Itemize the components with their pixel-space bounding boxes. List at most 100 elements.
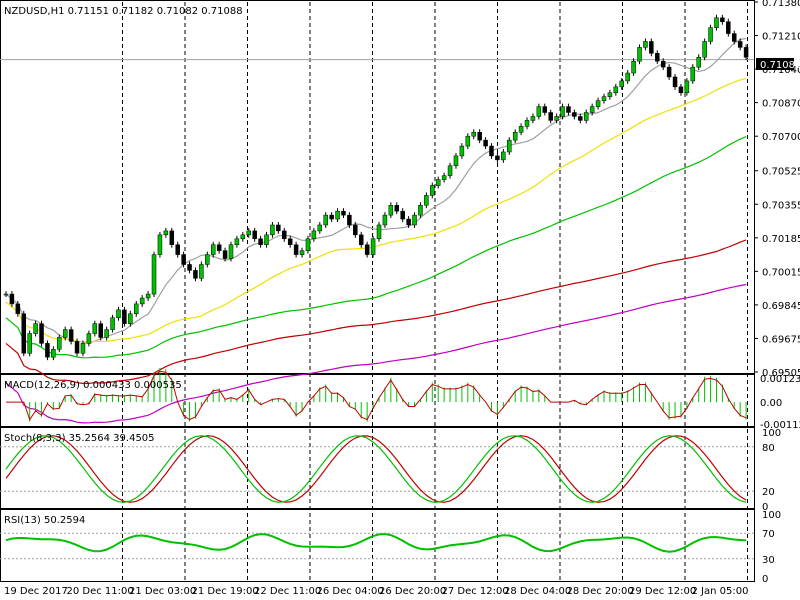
candle-body bbox=[51, 349, 56, 358]
candle-body bbox=[287, 238, 293, 245]
candle-body bbox=[453, 155, 459, 167]
rsi-tick-label: 100 bbox=[762, 510, 781, 521]
candle-body bbox=[104, 329, 109, 338]
price-tick-label: 0.69675 bbox=[762, 334, 800, 345]
current-price-label: 0.71088 bbox=[760, 60, 800, 71]
candle-body bbox=[501, 151, 506, 161]
candle-body bbox=[86, 333, 92, 344]
candle-body bbox=[270, 224, 275, 236]
candle-body bbox=[631, 60, 636, 74]
candle-body bbox=[572, 112, 577, 117]
candle-body bbox=[530, 116, 536, 121]
candle-body bbox=[382, 214, 388, 226]
candle-body bbox=[536, 106, 542, 117]
candle-body bbox=[394, 205, 400, 212]
macd-panel-frame bbox=[0, 374, 755, 427]
price-tick-label: 0.69845 bbox=[762, 301, 800, 312]
price-tick-label: 0.70870 bbox=[762, 99, 800, 110]
candle-body bbox=[471, 131, 476, 137]
candle-body bbox=[465, 135, 471, 147]
moving-average-ma_100 bbox=[5, 136, 747, 359]
candle-body bbox=[222, 250, 228, 259]
candle-body bbox=[666, 66, 672, 78]
candle-body bbox=[672, 76, 678, 88]
rsi-tick-label: 0 bbox=[762, 574, 768, 585]
candle-body bbox=[216, 244, 222, 251]
candle-body bbox=[240, 234, 246, 240]
stoch-tick-label: 80 bbox=[762, 443, 775, 454]
candle-body bbox=[512, 131, 518, 141]
time-tick-label: 26 Dec 04:00 bbox=[317, 586, 384, 597]
price-tick-label: 0.70525 bbox=[762, 167, 800, 178]
candle-body bbox=[660, 60, 666, 68]
time-tick-label: 2 Jan 05:00 bbox=[692, 586, 749, 597]
price-tick-label: 0.71040 bbox=[762, 65, 800, 76]
time-tick-label: 28 Dec 04:00 bbox=[504, 586, 571, 597]
panel-frames bbox=[0, 0, 755, 582]
candle-body bbox=[276, 224, 281, 232]
candle-body bbox=[92, 323, 98, 334]
time-tick-label: 29 Dec 12:00 bbox=[629, 586, 696, 597]
candle-body bbox=[45, 343, 50, 358]
macd-tick-label: -0.001123 bbox=[760, 420, 800, 431]
candle-body bbox=[264, 234, 269, 245]
candle-body bbox=[145, 293, 151, 299]
candle-body bbox=[731, 33, 737, 42]
time-tick-label: 19 Dec 2017 bbox=[4, 586, 68, 597]
stoch-main-line bbox=[5, 435, 747, 503]
candle-body bbox=[447, 165, 453, 176]
candle-body bbox=[583, 112, 589, 121]
macd-label: MACD(12,26,9) 0.000433 0.000535 bbox=[4, 380, 182, 391]
price-axis: 0.71380 0.71210 0.71040 0.70870 0.70700 0.705… bbox=[754, 0, 800, 379]
candle-body bbox=[696, 57, 701, 68]
price-tick-label: 0.70185 bbox=[762, 234, 800, 245]
candle-body bbox=[317, 224, 323, 232]
price-tick-label: 0.71380 bbox=[762, 0, 800, 9]
candle-body bbox=[228, 244, 234, 259]
candle-body bbox=[578, 116, 583, 121]
candle-body bbox=[708, 27, 713, 42]
candle-body bbox=[424, 195, 429, 206]
candle-body bbox=[412, 214, 417, 226]
candle-body bbox=[542, 106, 548, 113]
candle-body bbox=[9, 293, 15, 305]
candle-body bbox=[258, 238, 263, 245]
time-tick-label: 22 Dec 11:00 bbox=[254, 586, 321, 597]
candle-body bbox=[406, 218, 411, 226]
candle-body bbox=[441, 175, 447, 180]
candle-body bbox=[430, 185, 435, 196]
candle-body bbox=[347, 214, 352, 226]
candle-body bbox=[98, 323, 103, 338]
rsi-panel-frame bbox=[0, 509, 755, 582]
candle-body bbox=[199, 264, 204, 279]
candle-body bbox=[518, 126, 524, 133]
macd-tick-label: 0.00 bbox=[760, 398, 782, 409]
candles bbox=[3, 14, 749, 361]
stochastic-indicator: 100 80 20 0 bbox=[0, 428, 781, 513]
candle-body bbox=[299, 250, 305, 255]
candle-body bbox=[74, 341, 80, 354]
candle-body bbox=[477, 131, 482, 141]
candle-body bbox=[151, 254, 157, 295]
symbol-header: NZDUSD,H1 0.71151 0.71182 0.71082 0.7108… bbox=[4, 6, 243, 17]
candle-body bbox=[282, 230, 287, 240]
moving-average-ma_50 bbox=[5, 77, 747, 343]
moving-average-ma_500 bbox=[5, 283, 747, 424]
candle-body bbox=[690, 66, 696, 82]
candle-body bbox=[305, 238, 311, 251]
candle-body bbox=[554, 116, 559, 121]
candle-body bbox=[163, 230, 169, 236]
candle-body bbox=[625, 72, 630, 82]
price-tick-label: 0.69505 bbox=[762, 368, 800, 379]
time-tick-label: 26 Dec 20:00 bbox=[379, 586, 446, 597]
stoch-signal-line bbox=[5, 435, 747, 503]
candle-body bbox=[589, 106, 595, 113]
candle-body bbox=[714, 17, 719, 28]
candle-body bbox=[655, 53, 660, 62]
candle-body bbox=[139, 297, 145, 305]
candle-body bbox=[252, 230, 257, 240]
macd-tick-label: 0.001234 bbox=[760, 374, 800, 385]
candle-body bbox=[495, 155, 500, 161]
